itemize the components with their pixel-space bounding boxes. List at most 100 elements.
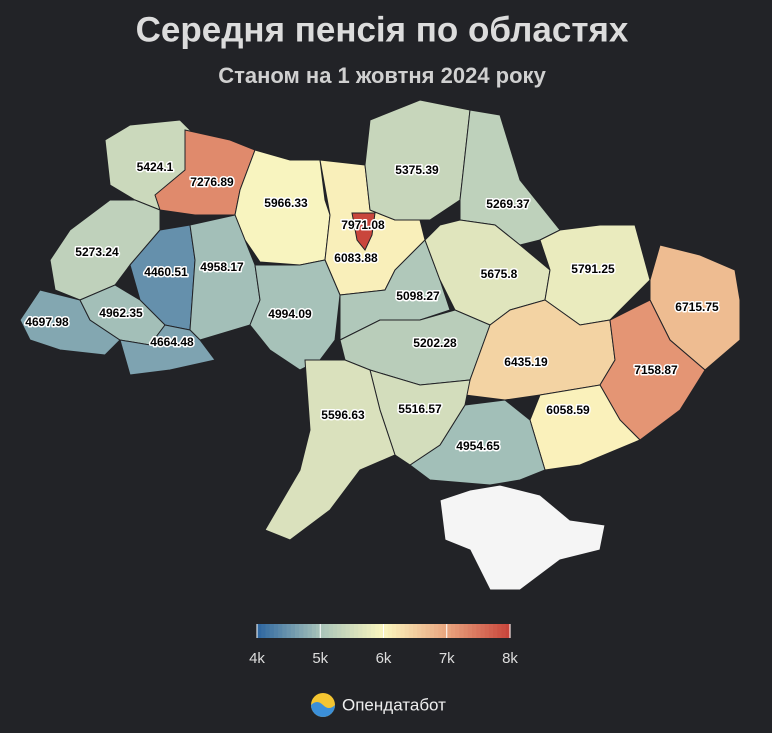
colorbar-cell — [303, 624, 309, 638]
colorbar-cell — [370, 624, 376, 638]
colorbar-cell — [332, 624, 338, 638]
colorbar-cell — [362, 624, 368, 638]
colorbar-cell — [438, 624, 444, 638]
region — [351, 212, 376, 251]
colorbar-cell — [290, 624, 296, 638]
region — [364, 99, 471, 221]
labels: 5424.1 7276.89 5966.33 6083.88 5375.39 5269.3… — [24, 159, 721, 455]
colorbar-cell — [480, 624, 486, 638]
region — [599, 299, 706, 441]
colorbar-tick-label: 5k — [312, 650, 328, 667]
region — [119, 324, 216, 376]
region — [539, 224, 651, 326]
value-label: 6083.88 — [334, 251, 378, 265]
region — [264, 359, 396, 541]
colorbar-cell — [434, 624, 439, 638]
colorbar-cell — [375, 624, 380, 638]
value-label: 5375.39 — [395, 163, 439, 177]
colorbar-cell — [446, 624, 452, 638]
colorbar-cell — [391, 624, 397, 638]
colorbar-cell — [345, 624, 351, 638]
colorbar-cell — [413, 624, 418, 638]
value-label: 4962.35 — [99, 306, 143, 320]
colorbar-cell — [408, 624, 414, 638]
value-label: 4958.17 — [200, 260, 244, 274]
colorbar-cell — [459, 624, 465, 638]
colorbar-cell — [404, 624, 410, 638]
value-label: 4664.48 — [150, 335, 194, 349]
colorbar-tick-label: 4k — [249, 650, 265, 667]
value-label: 5675.8 — [481, 267, 518, 281]
value-label: 5273.24 — [75, 245, 119, 259]
value-label: 4460.51 — [144, 265, 188, 279]
value-label: 5516.57 — [398, 402, 442, 416]
region — [649, 244, 741, 371]
region — [154, 129, 256, 216]
colorbar-cell — [455, 624, 460, 638]
source: Опендатабот — [342, 695, 446, 714]
colorbar-cell — [278, 624, 283, 638]
colorbar-cell — [484, 624, 490, 638]
colorbar-cell — [265, 624, 271, 638]
colorbar-cell — [282, 624, 288, 638]
colorbar-cell — [286, 624, 292, 638]
value-label: 7971.08 — [341, 218, 385, 232]
colorbar-cell — [463, 624, 469, 638]
value-label: 5966.33 — [264, 196, 308, 210]
colorbar-cell — [269, 624, 275, 638]
chart-title: Середня пенсія по областях — [136, 10, 629, 49]
colorbar-cell — [299, 624, 304, 638]
colorbar-cell — [387, 624, 393, 638]
colorbar-cell — [450, 624, 456, 638]
value-label: 5596.63 — [321, 408, 365, 422]
colorbar-cell — [311, 624, 317, 638]
colorbar-cell — [307, 624, 313, 638]
colorbar-cell — [261, 624, 267, 638]
colorbar-cell — [358, 624, 364, 638]
colorbar-cell — [417, 624, 423, 638]
colorbar-cell — [320, 624, 326, 638]
colorbar-cell — [324, 624, 330, 638]
value-label: 6058.59 — [546, 403, 590, 417]
colorbar-cell — [341, 624, 347, 638]
value-label: 4994.09 — [268, 307, 312, 321]
value-label: 5098.27 — [396, 289, 440, 303]
colorbar-cell — [400, 624, 406, 638]
colorbar-cell — [273, 624, 279, 638]
colorbar-cell — [493, 624, 498, 638]
value-label: 6435.19 — [504, 355, 548, 369]
colorbar-cell — [257, 624, 262, 638]
value-label: 5202.28 — [413, 336, 457, 350]
colorbar-cell — [505, 624, 511, 638]
colorbar-cell — [472, 624, 477, 638]
colorbar-cell — [294, 624, 300, 638]
colorbar-cell — [366, 624, 372, 638]
value-label: 7158.87 — [634, 363, 678, 377]
map — [19, 99, 741, 591]
value-label: 5791.25 — [571, 262, 615, 276]
value-label: 6715.75 — [675, 300, 719, 314]
colorbar-cell — [316, 624, 321, 638]
colorbar-cell — [442, 624, 448, 638]
colorbar: 4k 5k 6k 7k 8k — [249, 624, 518, 667]
colorbar-cell — [488, 624, 494, 638]
colorbar-cell — [349, 624, 355, 638]
colorbar-tick-label: 7k — [439, 650, 455, 667]
colorbar-cell — [497, 624, 503, 638]
crimea — [439, 484, 606, 591]
value-label: 5424.1 — [137, 160, 174, 174]
colorbar-cell — [383, 624, 389, 638]
colorbar-cell — [501, 624, 507, 638]
value-label: 4697.98 — [25, 315, 69, 329]
colorbar-cell — [396, 624, 401, 638]
value-label: 7276.89 — [190, 175, 234, 189]
colorbar-cell — [337, 624, 342, 638]
colorbar-tick-label: 8k — [502, 650, 518, 667]
colorbar-cell — [429, 624, 435, 638]
colorbar-cell — [476, 624, 482, 638]
chart-subtitle: Станом на 1 жовтня 2024 року — [218, 63, 546, 88]
value-label: 4954.65 — [456, 439, 500, 453]
colorbar-cell — [467, 624, 473, 638]
